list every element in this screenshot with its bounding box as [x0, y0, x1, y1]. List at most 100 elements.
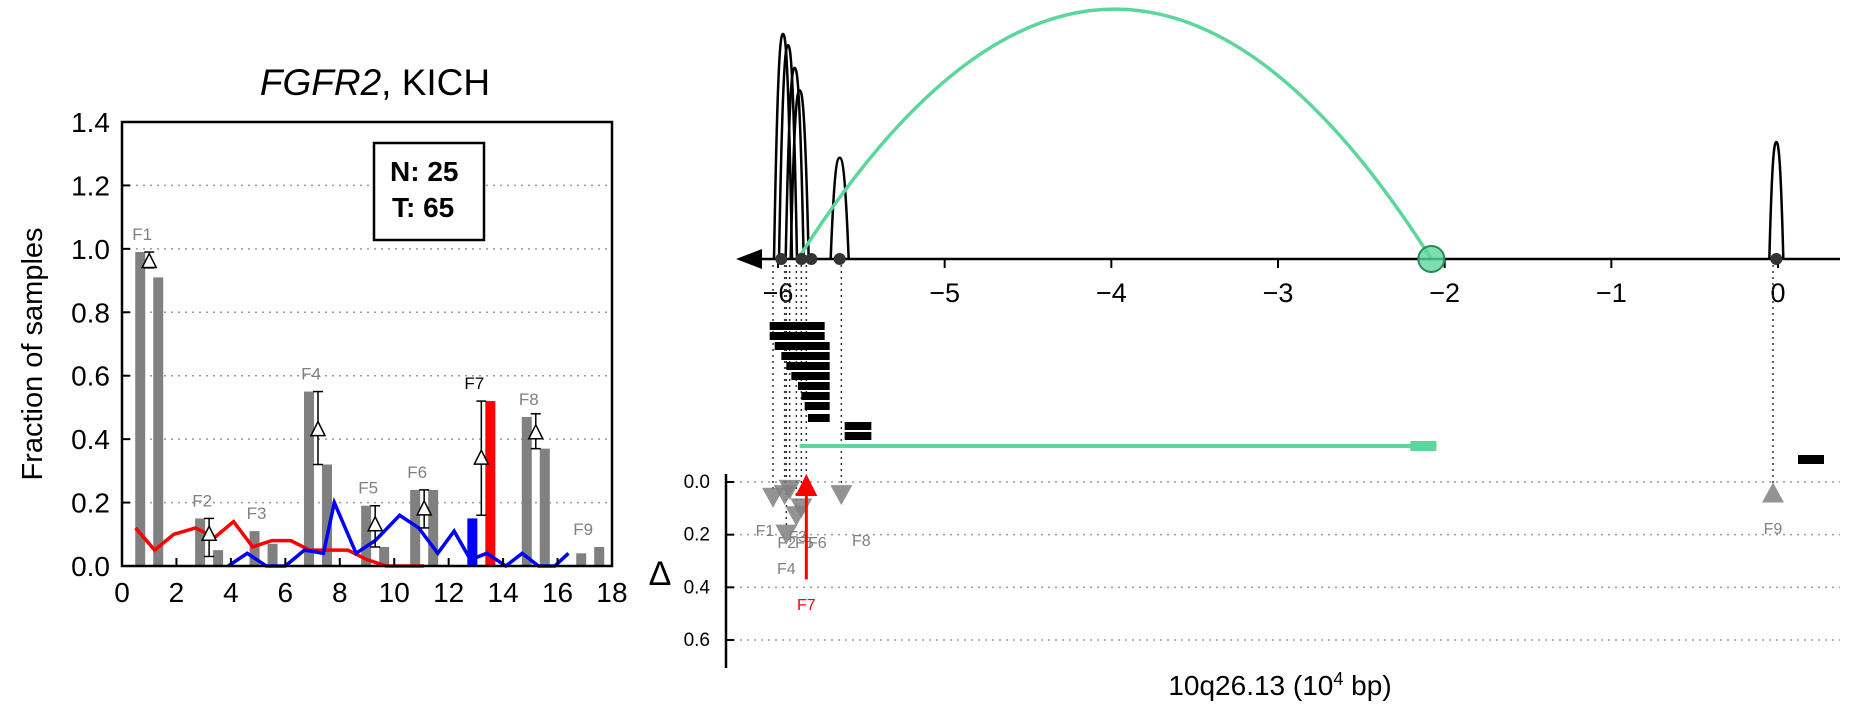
tumor-bar [485, 401, 496, 566]
x-axis-label-sup: 4 [1333, 669, 1343, 689]
tumor-bar [539, 448, 550, 566]
tumor-bar [322, 464, 332, 566]
y-tick-label: 0.8 [71, 297, 110, 328]
read-segment [769, 332, 825, 340]
x-tick-label: 14 [488, 577, 519, 608]
left-ticks: 0.0 0.2 0.4 0.6 0.8 1.0 1.2 1.4 0 2 4 6 8 10 12 14 16 18 [71, 107, 628, 608]
tumor-bar [153, 277, 164, 566]
x-tick-label: −2 [1429, 278, 1460, 308]
normal-bar [135, 252, 146, 566]
tumor-bar [379, 546, 390, 566]
delta-triangle-marker [309, 419, 327, 437]
normal-bar [410, 489, 421, 566]
delta-up-marker [1762, 482, 1784, 503]
left-feature-labels: F1 F2 F3 F4 F5 F6 F7 F8 F9 [132, 225, 593, 539]
x-tick-label: 0 [1770, 278, 1785, 308]
x-axis-label-prefix: 10q26.13 (10 [1168, 670, 1333, 701]
tumor-bar [213, 550, 224, 566]
left-plot-frame [120, 120, 614, 568]
feature-label: F9 [573, 520, 593, 539]
feature-label: F4 [301, 365, 321, 384]
delta-triangle-marker [141, 251, 158, 269]
strand-arrow-icon [736, 249, 762, 269]
delta-triangle-marker [415, 499, 433, 516]
y-tick-label: 1.2 [71, 170, 110, 201]
normal-bar [195, 518, 206, 566]
x-tick-label: −3 [1263, 278, 1294, 308]
exon-dot [775, 253, 788, 265]
read-segment [798, 382, 830, 390]
feature-label: F7 [464, 374, 484, 393]
y-tick-label: 1.4 [71, 107, 110, 138]
feature-label: F6 [808, 535, 827, 552]
exon-dot [795, 253, 808, 265]
delta-triangle-marker [473, 448, 490, 465]
normal-bar [361, 505, 372, 566]
feature-label: F8 [519, 390, 539, 409]
exon-dot [833, 253, 846, 265]
tumor-bar [267, 543, 278, 566]
delta-tick-label: 0.6 [684, 630, 710, 651]
junction-endpoint-dot [1417, 245, 1446, 273]
read-segments [769, 322, 1824, 464]
feature-label: F6 [407, 463, 427, 482]
delta-down-marker [830, 485, 853, 506]
coverage-peaks [772, 32, 1785, 260]
normal-bar [304, 391, 314, 566]
feature-label: F2 [192, 491, 212, 510]
delta-tick-label: 0.2 [684, 525, 710, 546]
x-tick-label: 6 [278, 577, 294, 608]
feature-label: F5 [795, 535, 814, 552]
left-delta-markers [141, 251, 544, 558]
left-chart: FGFR2, KICH Fraction of samples F1 F2 F3 F4… [17, 62, 628, 608]
delta-triangle-marker [527, 423, 544, 440]
chart-title: FGFR2, KICH [260, 62, 490, 103]
x-tick-label: −4 [1096, 278, 1127, 308]
read-segment [791, 372, 830, 380]
delta-tick-label: 0.4 [684, 577, 711, 598]
x-axis-label-suffix: bp) [1343, 670, 1391, 701]
delta-ticks: 0.0 0.2 0.4 0.6 [684, 472, 734, 668]
junction-arc [796, 7, 1433, 260]
read-segment [844, 432, 872, 440]
y-tick-label: 1.0 [71, 234, 110, 265]
read-segment [786, 362, 830, 370]
read-segment [774, 342, 830, 350]
normal-bar [467, 518, 478, 566]
left-bars [135, 252, 605, 566]
y-tick-label: 0.4 [71, 424, 110, 455]
coverage-peak [829, 156, 850, 260]
y-tick-label: 0.6 [71, 361, 110, 392]
read-segment [808, 414, 830, 422]
junction-segment-end [1410, 441, 1437, 451]
x-tick-label: −5 [929, 278, 960, 308]
y-axis-label: Fraction of samples [17, 227, 49, 480]
read-segment [781, 352, 830, 360]
tumor-bar [428, 489, 439, 566]
normal-bar [521, 416, 532, 566]
tumor-bar [594, 546, 605, 566]
coverage-peak [789, 88, 810, 260]
x-tick-label: 18 [596, 577, 627, 608]
feature-label: F3 [247, 504, 267, 523]
delta-triangle-marker [200, 524, 218, 542]
normal-bar [576, 553, 587, 566]
read-segment [801, 392, 830, 400]
delta-up-marker [795, 474, 818, 496]
x-tick-label: 0 [114, 577, 130, 608]
legend-tumor-count: T: 65 [392, 192, 454, 223]
delta-down-marker [775, 524, 798, 545]
delta-axis-label: Δ [649, 555, 672, 593]
feature-label: F5 [358, 479, 378, 498]
series-line [227, 496, 570, 569]
delta-triangle-marker [366, 515, 384, 532]
delta-gridlines [726, 481, 1840, 641]
title-gene: FGFR2 [260, 62, 382, 103]
legend-frame [372, 141, 486, 242]
feature-label: F3 [788, 529, 807, 546]
feature-label: F1 [756, 523, 775, 540]
x-axis-label: 10q26.13 (104 bp) [1168, 669, 1391, 701]
feature-label: F1 [132, 225, 152, 244]
